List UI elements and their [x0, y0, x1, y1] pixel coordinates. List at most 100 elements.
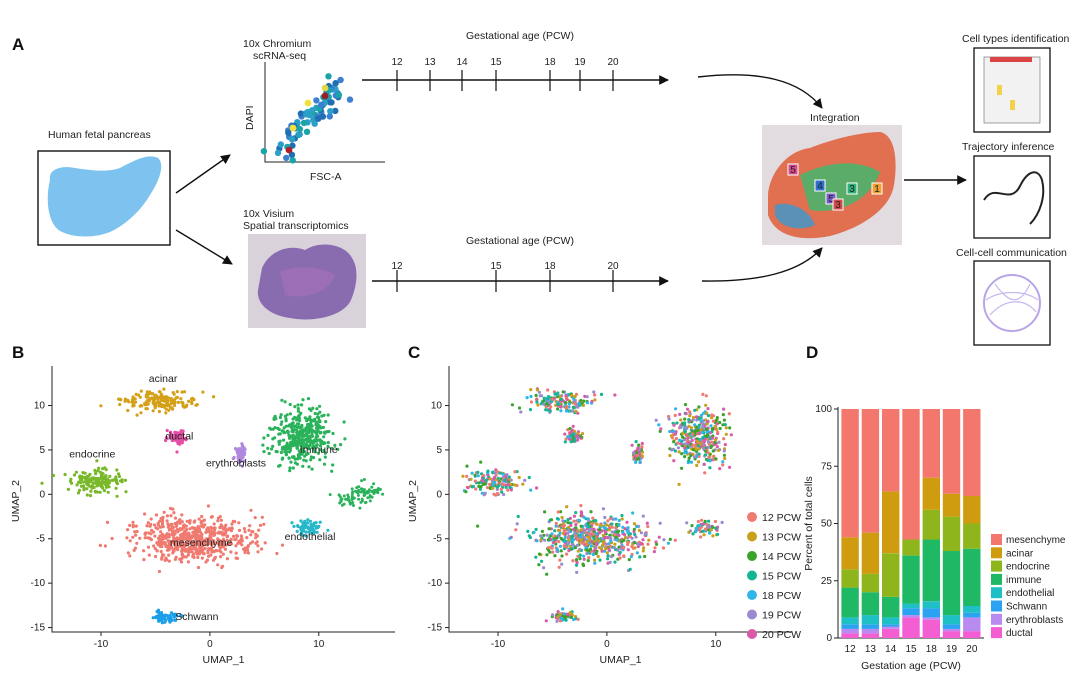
umap-age-point — [574, 522, 578, 527]
umap-age-point — [683, 403, 688, 407]
umap-age-point — [668, 429, 672, 434]
umap-point-immune — [311, 419, 316, 423]
umap-age-point — [676, 446, 681, 450]
umap-age-point — [558, 612, 562, 616]
umap-point-immune — [287, 456, 291, 460]
timeline-top-title: Gestational age (PCW) — [466, 30, 574, 42]
umap-age-point — [563, 432, 567, 436]
umap-age-point — [559, 616, 563, 621]
umap-point-ductal — [181, 437, 185, 441]
umap-point-immune — [346, 493, 350, 497]
umap-age-point — [667, 417, 671, 421]
umap-point-immune — [322, 442, 326, 446]
facs-dot — [328, 99, 335, 106]
umap-age-point — [574, 409, 578, 413]
y-tick-label: 0 — [436, 489, 442, 500]
umap-point-mesenchyme — [200, 514, 204, 519]
umap-point-endocrine — [74, 470, 78, 474]
umap-age-point — [608, 544, 613, 548]
umap-age-point — [594, 545, 598, 549]
umap-point-mesenchyme — [169, 523, 173, 527]
umap-point-mesenchyme — [165, 532, 169, 536]
umap-age-point — [718, 467, 722, 471]
umap-age-point — [473, 479, 477, 483]
umap-point-endocrine — [110, 478, 114, 482]
bar-x-tick-label: 13 — [865, 644, 877, 655]
umap-point-mesenchyme — [167, 535, 171, 539]
umap-point-acinar — [137, 393, 141, 397]
umap-point-acinar — [152, 397, 156, 402]
umap-point-immune — [318, 448, 322, 452]
umap-point-acinar — [157, 390, 162, 394]
umap-age-point — [591, 552, 595, 557]
umap-point-endocrine — [105, 477, 109, 481]
umap-point-immune — [322, 413, 326, 417]
umap-point-immune — [267, 451, 271, 456]
bar-segment-ductal — [841, 633, 859, 638]
timeline-top-tick-label: 15 — [490, 57, 502, 68]
umap-point-immune — [304, 429, 308, 433]
umap-point-mesenchyme — [178, 518, 182, 522]
umap-point-acinar — [173, 403, 177, 407]
umap-age-point — [579, 532, 583, 537]
umap-point-mesenchyme — [225, 557, 229, 561]
umap-point-acinar — [126, 408, 130, 413]
umap-age-point — [705, 427, 709, 431]
umap-point-acinar — [169, 402, 173, 406]
umap-age-point — [603, 536, 607, 540]
umap-point-immune — [318, 404, 322, 408]
umap-age-point — [546, 396, 550, 400]
umap-age-point — [724, 426, 728, 430]
umap-point-acinar — [157, 409, 161, 414]
scrna-ylabel: DAPI — [244, 105, 256, 130]
umap-point-acinar — [212, 395, 216, 399]
umap-point-mesenchyme — [260, 515, 264, 519]
umap-age-point — [658, 521, 662, 525]
bar-segment-mesenchyme — [882, 409, 900, 492]
umap-point-mesenchyme — [193, 527, 197, 531]
bar-segment-erythroblasts — [902, 615, 920, 618]
umap-age-point — [565, 612, 570, 616]
umap-age-point — [697, 423, 702, 427]
umap-age-point — [691, 532, 695, 536]
umap-point-ductal — [184, 436, 188, 441]
umap-point-mesenchyme — [168, 506, 173, 510]
umap-age-point — [570, 428, 574, 432]
umap-point-mesenchyme — [197, 543, 202, 547]
umap-point-immune — [310, 432, 314, 436]
bar-segment-schwann — [861, 624, 880, 629]
umap-point-acinar — [99, 404, 103, 408]
age-legend-label: 15 PCW — [762, 571, 801, 583]
umap-age-point — [608, 517, 613, 521]
umap-age-point — [576, 405, 580, 409]
umap-age-point — [569, 547, 573, 551]
umap-point-immune — [296, 455, 301, 459]
umap-point-immune — [306, 397, 311, 401]
umap-age-point — [517, 475, 521, 480]
umap-point-mesenchyme — [237, 521, 241, 525]
umap-point-mesenchyme — [134, 524, 138, 528]
umap-point-mesenchyme — [182, 530, 186, 534]
umap-age-point — [479, 485, 483, 489]
umap-age-point — [703, 471, 707, 475]
umap-age-point — [565, 505, 569, 509]
x-tick-label: -10 — [94, 639, 109, 650]
umap-age-point — [716, 448, 721, 452]
umap-age-point — [506, 483, 510, 487]
umap-point-acinar — [148, 390, 152, 394]
umap-point-endocrine — [95, 484, 99, 488]
umap-age-point — [590, 399, 594, 403]
cluster-label-mesenchyme: mesenchyme — [170, 537, 233, 549]
umap-point-mesenchyme — [256, 544, 260, 548]
umap-age-point — [574, 510, 578, 515]
bar-segment-endothelial — [902, 603, 920, 609]
umap-age-point — [558, 558, 562, 562]
umap-age-point — [579, 528, 583, 532]
umap-age-point — [566, 435, 570, 439]
bar-segment-ductal — [902, 617, 920, 638]
umap-point-acinar — [145, 390, 149, 394]
umap-age-point — [561, 390, 565, 394]
umap-point-mesenchyme — [215, 549, 219, 553]
y-tick-label: -15 — [428, 623, 443, 634]
umap-age-point — [492, 492, 496, 496]
